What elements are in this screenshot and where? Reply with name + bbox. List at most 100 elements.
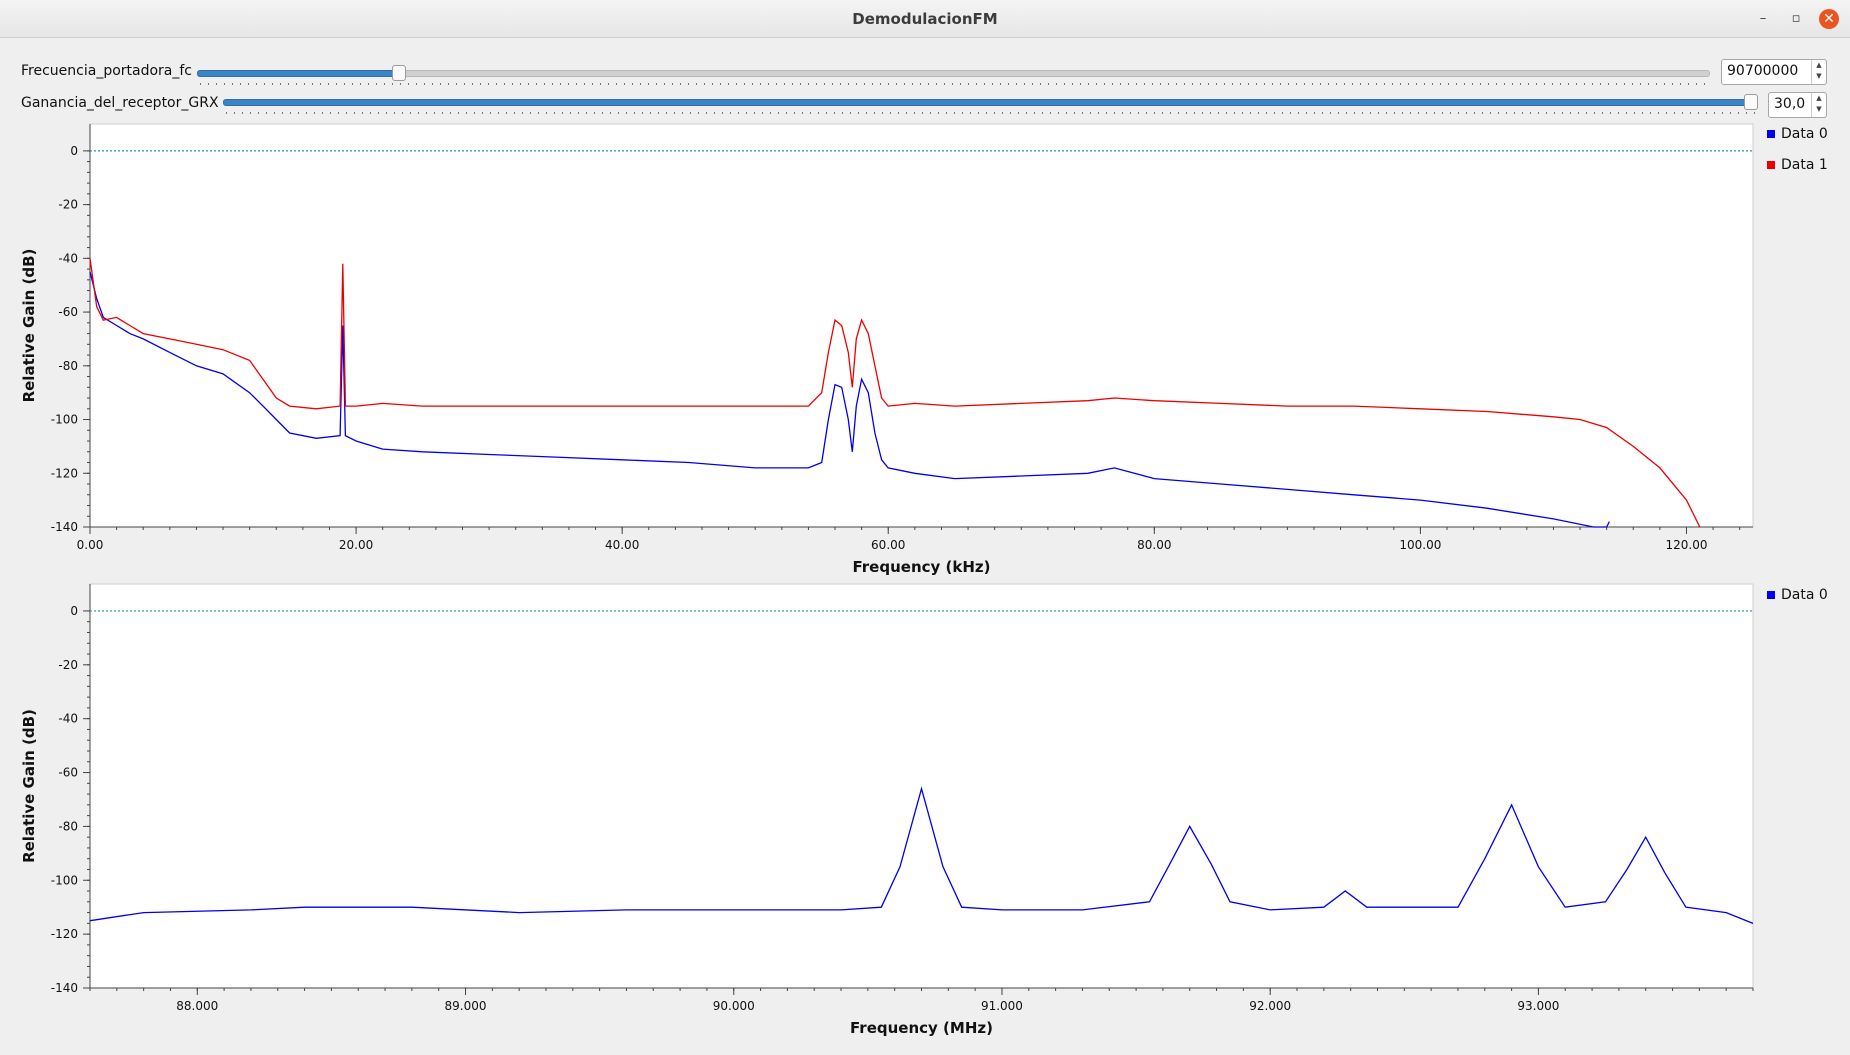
slider-tick-mark (424, 83, 425, 85)
grx-spin-arrows-icon[interactable]: ▲ ▼ (1811, 93, 1826, 117)
grx-slider-ticks (226, 112, 1755, 114)
slider-tick-mark (386, 112, 387, 114)
slider-tick-mark (586, 112, 587, 114)
grx-slider[interactable] (223, 91, 1758, 121)
slider-tick-mark (626, 112, 627, 114)
fc-slider-handle[interactable] (392, 65, 406, 81)
slider-tick-mark (944, 83, 945, 85)
slider-tick-mark (1432, 83, 1433, 85)
slider-tick-mark (1714, 112, 1715, 114)
slider-tick-mark (1688, 83, 1689, 85)
slider-tick-mark (896, 83, 897, 85)
slider-tick-mark (1176, 83, 1177, 85)
slider-tick-mark (432, 83, 433, 85)
slider-tick-mark (784, 83, 785, 85)
slider-tick-mark (1608, 83, 1609, 85)
legend-swatch (1767, 130, 1775, 138)
legend-label: Data 1 (1781, 157, 1828, 173)
grx-spinbox[interactable]: 30,0 ▲ ▼ (1768, 92, 1827, 118)
slider-tick-mark (488, 83, 489, 85)
slider-tick-mark (528, 83, 529, 85)
slider-tick-mark (704, 83, 705, 85)
plot-canvas (89, 123, 1754, 528)
slider-tick-mark (520, 83, 521, 85)
x-tick-label: 92.000 (1249, 999, 1291, 1013)
slider-tick-mark (842, 112, 843, 114)
slider-tick-mark (514, 112, 515, 114)
slider-tick-mark (384, 83, 385, 85)
slider-tick-mark (954, 112, 955, 114)
slider-tick-mark (984, 83, 985, 85)
slider-tick-mark (1602, 112, 1603, 114)
slider-tick-mark (490, 112, 491, 114)
slider-tick-mark (1458, 112, 1459, 114)
slider-tick-mark (680, 83, 681, 85)
slider-tick-mark (1640, 83, 1641, 85)
grx-slider-handle[interactable] (1744, 94, 1758, 110)
slider-tick-mark (730, 112, 731, 114)
fc-value: 90700000 (1727, 63, 1799, 79)
slider-tick-mark (1138, 112, 1139, 114)
window-title: DemodulacionFM (852, 10, 998, 28)
slider-tick-mark (496, 83, 497, 85)
slider-tick-mark (1258, 112, 1259, 114)
slider-tick-mark (1240, 83, 1241, 85)
grx-value: 30,0 (1774, 96, 1806, 112)
slider-tick-mark (650, 112, 651, 114)
maximize-icon[interactable]: ▫ (1791, 11, 1801, 26)
slider-tick-mark (1368, 83, 1369, 85)
grx-slider-fill (223, 99, 1752, 106)
minimize-icon[interactable]: – (1759, 11, 1767, 26)
slider-tick-mark (1576, 83, 1577, 85)
slider-tick-mark (712, 83, 713, 85)
slider-tick-mark (1664, 83, 1665, 85)
slider-tick-mark (464, 83, 465, 85)
slider-tick-mark (1384, 83, 1385, 85)
slider-tick-mark (1322, 112, 1323, 114)
slider-tick-mark (1642, 112, 1643, 114)
slider-tick-mark (256, 83, 257, 85)
slider-tick-mark (1346, 112, 1347, 114)
slider-tick-mark (1274, 112, 1275, 114)
rf-spectrum-chart: 0 -20 -40 -60 -80 -100 -120 -140 88.000 89.000 90.… (20, 583, 1828, 1037)
close-icon[interactable]: ✕ (1819, 9, 1839, 29)
slider-tick-mark (474, 112, 475, 114)
fc-spin-arrows-icon[interactable]: ▲ ▼ (1811, 60, 1826, 84)
slider-tick-mark (504, 83, 505, 85)
slider-tick-mark (594, 112, 595, 114)
x-tick-label: 80.00 (1137, 538, 1171, 552)
slider-tick-mark (1136, 83, 1137, 85)
slider-tick-mark (1504, 83, 1505, 85)
slider-tick-mark (1632, 83, 1633, 85)
x-tick-label: 89.000 (445, 999, 487, 1013)
slider-tick-mark (754, 112, 755, 114)
y-tick-label: -100 (51, 873, 78, 887)
y-tick-label: -20 (58, 658, 78, 672)
slider-tick-mark (200, 83, 201, 85)
slider-tick-mark (1234, 112, 1235, 114)
slider-tick-mark (1290, 112, 1291, 114)
slider-tick-mark (448, 83, 449, 85)
slider-tick-mark (664, 83, 665, 85)
slider-tick-mark (858, 112, 859, 114)
slider-tick-mark (1266, 112, 1267, 114)
slider-tick-mark (274, 112, 275, 114)
slider-tick-mark (1570, 112, 1571, 114)
fc-slider[interactable] (197, 62, 1710, 92)
slider-tick-mark (1648, 83, 1649, 85)
slider-tick-mark (994, 112, 995, 114)
slider-tick-mark (472, 83, 473, 85)
slider-tick-mark (1754, 112, 1755, 114)
slider-tick-mark (1200, 83, 1201, 85)
slider-tick-mark (482, 112, 483, 114)
fc-spinbox[interactable]: 90700000 ▲ ▼ (1721, 59, 1827, 85)
slider-tick-mark (1376, 83, 1377, 85)
slider-tick-mark (1296, 83, 1297, 85)
slider-tick-mark (272, 83, 273, 85)
slider-tick-mark (1480, 83, 1481, 85)
slider-tick-mark (616, 83, 617, 85)
y-tick-label: -60 (58, 766, 78, 780)
slider-tick-mark (872, 83, 873, 85)
slider-tick-mark (912, 83, 913, 85)
slider-tick-mark (298, 112, 299, 114)
